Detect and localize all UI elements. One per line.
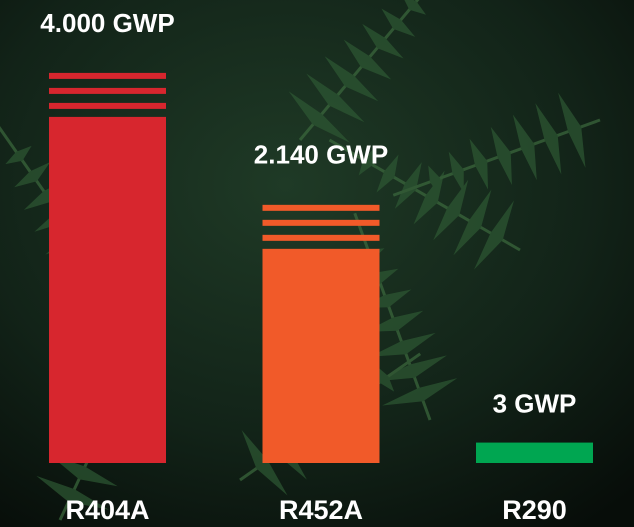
- bar-break-stripe: [49, 88, 166, 94]
- bar: [476, 443, 593, 463]
- x-tick-label: R404A: [65, 495, 149, 525]
- value-label: 3 GWP: [493, 388, 577, 418]
- x-tick-label: R290: [502, 495, 567, 525]
- bar-break-stripe: [49, 73, 166, 79]
- chart: 4.000 GWP R404A 2.140 GWP R452A 3 GWP R290: [0, 0, 634, 527]
- bar-break-stripe: [263, 205, 380, 211]
- bar-break-stripe: [263, 220, 380, 226]
- value-label: 4.000 GWP: [40, 8, 174, 38]
- bar-break-stripe: [263, 235, 380, 241]
- bar-break-stripe: [49, 103, 166, 109]
- value-label: 2.140 GWP: [254, 140, 388, 170]
- x-tick-label: R452A: [279, 495, 363, 525]
- bar: [263, 249, 380, 463]
- bar: [49, 117, 166, 463]
